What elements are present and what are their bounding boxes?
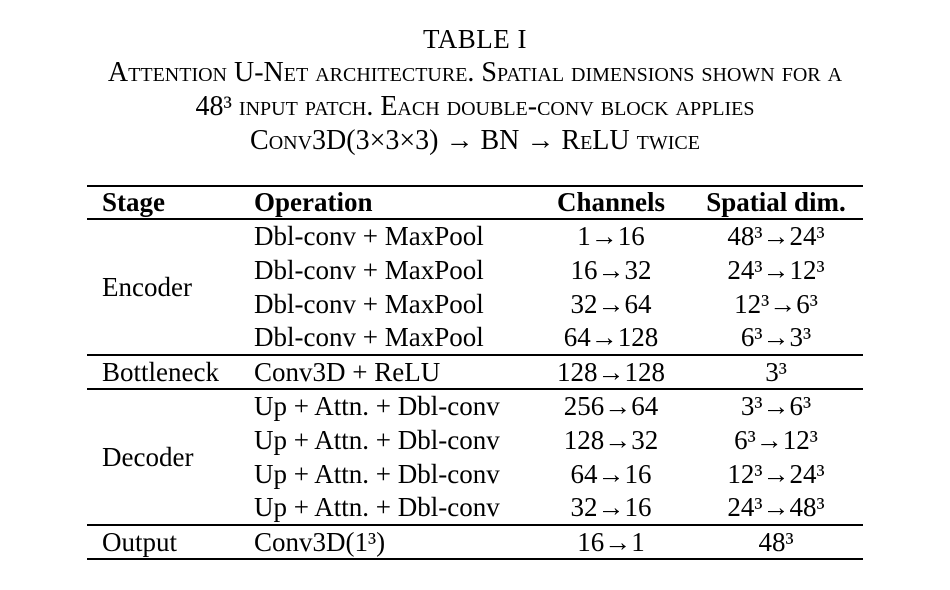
- spatial-cell: 24³→12³: [727, 254, 825, 285]
- table-row: Decoder Up + Attn. + Dbl-conv 256→64 3³→…: [87, 389, 863, 472]
- spatial-cell: 6³→3³: [740, 322, 812, 352]
- table-caption: TABLE I Attention U-Net architecture. Sp…: [0, 22, 950, 158]
- channels-cell: 16→1: [577, 526, 645, 557]
- spatial-cell: 48³: [758, 526, 794, 557]
- spatial-cell: 3³→6³: [740, 391, 812, 421]
- table-row: Dbl-conv + MaxPool 32→64 12³→6³: [87, 287, 863, 321]
- spatial-cell: 3³: [765, 356, 787, 387]
- group-output: Output Conv3D(1³) 16→1 48³: [87, 525, 863, 559]
- caption-line-2: 48³ input patch. Each double-conv block …: [195, 91, 755, 122]
- col-header-stage: Stage: [102, 187, 165, 217]
- channels-cell: 32→64: [570, 288, 652, 319]
- operation-cell: Conv3D + ReLU: [254, 356, 441, 387]
- operation-cell: Up + Attn. + Dbl-conv: [254, 424, 500, 455]
- table-row: Output Conv3D(1³) 16→1 48³: [87, 525, 863, 559]
- col-header-operation: Operation: [254, 187, 373, 217]
- col-header-spatial: Spatial dim.: [706, 187, 846, 217]
- stage-cell: Output: [102, 526, 178, 557]
- channels-cell: 64→128: [563, 322, 659, 352]
- stage-cell: Bottleneck: [102, 356, 219, 387]
- header-row: Stage Operation Channels Spatial dim.: [87, 186, 863, 219]
- operation-cell: Dbl-conv + MaxPool: [254, 288, 484, 319]
- channels-cell: 32→16: [570, 492, 652, 522]
- table-header: Stage Operation Channels Spatial dim.: [87, 186, 863, 219]
- operation-cell: Up + Attn. + Dbl-conv: [254, 458, 500, 489]
- channels-cell: 64→16: [570, 458, 652, 489]
- table-row: Encoder Dbl-conv + MaxPool 1→16 48³→24³: [87, 219, 863, 302]
- operation-cell: Conv3D(1³): [254, 526, 386, 557]
- spatial-cell: 48³→24³: [727, 221, 825, 251]
- group-bottleneck: Bottleneck Conv3D + ReLU 128→128 3³: [87, 355, 863, 389]
- stage-cell: Encoder: [102, 271, 192, 302]
- channels-cell: 256→64: [563, 391, 659, 421]
- paper-page: TABLE I Attention U-Net architecture. Sp…: [0, 22, 950, 560]
- group-decoder: Decoder Up + Attn. + Dbl-conv 256→64 3³→…: [87, 389, 863, 525]
- group-encoder: Encoder Dbl-conv + MaxPool 1→16 48³→24³ …: [87, 219, 863, 355]
- channels-cell: 128→32: [563, 424, 659, 455]
- spatial-cell: 12³→24³: [727, 458, 825, 489]
- channels-cell: 16→32: [570, 254, 652, 285]
- table-row: Bottleneck Conv3D + ReLU 128→128 3³: [87, 355, 863, 389]
- operation-cell: Dbl-conv + MaxPool: [254, 221, 484, 251]
- table-row: Dbl-conv + MaxPool 16→32 24³→12³: [87, 253, 863, 287]
- spatial-cell: 6³→12³: [734, 424, 818, 455]
- col-header-channels: Channels: [556, 187, 666, 217]
- channels-cell: 1→16: [577, 221, 645, 251]
- caption-line-3: Conv3D(3×3×3) → BN → ReLU twice: [250, 125, 700, 156]
- operation-cell: Up + Attn. + Dbl-conv: [254, 391, 500, 421]
- caption-line-1: Attention U-Net architecture. Spatial di…: [107, 57, 843, 88]
- stage-cell: Decoder: [102, 441, 194, 472]
- spatial-cell: 24³→48³: [727, 492, 825, 522]
- channels-cell: 128→128: [557, 356, 665, 387]
- architecture-table: Stage Operation Channels Spatial dim. En…: [87, 185, 863, 560]
- operation-cell: Dbl-conv + MaxPool: [254, 254, 484, 285]
- spatial-cell: 12³→6³: [734, 288, 818, 319]
- table-number-label: TABLE I: [422, 24, 528, 54]
- operation-cell: Up + Attn. + Dbl-conv: [254, 492, 500, 522]
- table-row: Up + Attn. + Dbl-conv 32→16 24³→48³: [87, 491, 863, 525]
- table-row: Up + Attn. + Dbl-conv 64→16 12³→24³: [87, 457, 863, 491]
- operation-cell: Dbl-conv + MaxPool: [254, 322, 484, 352]
- table-row: Up + Attn. + Dbl-conv 128→32 6³→12³: [87, 423, 863, 457]
- table-row: Dbl-conv + MaxPool 64→128 6³→3³: [87, 321, 863, 355]
